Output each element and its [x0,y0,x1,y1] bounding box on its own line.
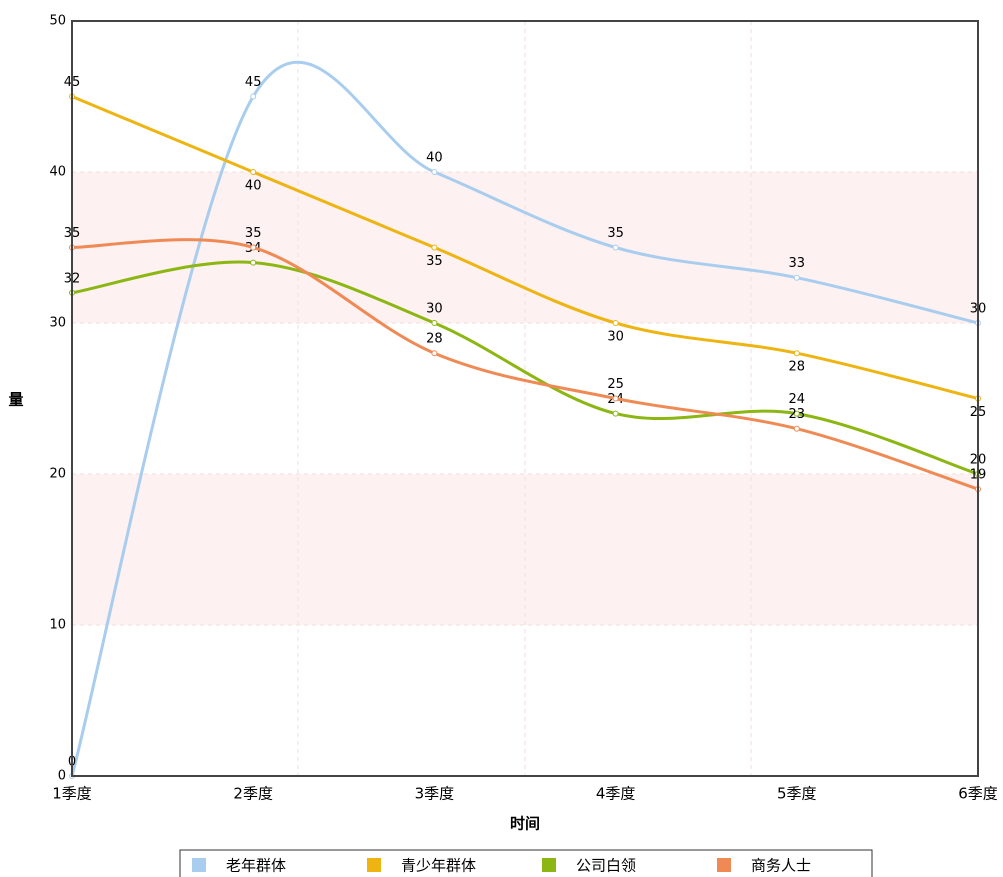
y-tick-label: 30 [49,316,66,331]
data-label: 23 [789,407,806,422]
x-tick-label: 6季度 [958,785,998,803]
y-tick-label: 10 [49,618,66,633]
legend-swatch [192,858,206,872]
x-tick-label: 4季度 [596,785,636,803]
x-tick-label: 5季度 [777,785,817,803]
plot-border [71,20,979,777]
data-point [250,93,257,100]
data-point [793,274,800,281]
data-point [612,410,619,417]
data-label: 35 [607,226,624,241]
data-point [431,244,438,251]
series-line [71,238,979,491]
data-point [793,350,800,357]
data-point [612,320,619,326]
series-line [71,260,979,476]
data-label: 45 [245,75,262,90]
y-tick-label: 50 [49,14,66,29]
legend-swatch [542,858,556,872]
data-label: 24 [789,392,806,407]
legend-box [179,849,873,877]
data-point [612,395,619,402]
legend-label: 商务人士 [751,857,811,875]
series-line [71,95,979,400]
data-point [431,320,438,326]
data-point [612,244,619,251]
legend-label: 老年群体 [226,857,286,875]
x-tick-label: 1季度 [52,785,92,803]
data-point [793,425,800,432]
data-label: 33 [789,256,806,271]
x-tick-label: 3季度 [415,785,455,803]
legend-label: 公司白领 [576,857,636,875]
y-tick-label: 0 [58,769,66,784]
series: 0454035333045403530282532343024242035352… [64,60,986,779]
data-point [250,244,257,251]
data-point [793,410,800,417]
legend-label: 青少年群体 [401,857,476,875]
y-tick-label: 40 [49,165,66,180]
legend-swatch [717,858,731,872]
data-label: 25 [607,377,624,392]
data-point [431,350,438,357]
data-label: 28 [789,360,806,375]
x-tick-label: 2季度 [233,785,273,803]
legend-swatch [367,858,381,872]
y-tick-label: 20 [49,467,66,482]
data-label: 40 [245,179,262,194]
data-point [250,169,257,175]
data-label: 35 [426,254,443,269]
x-axis-label: 时间 [510,815,540,833]
data-label: 40 [426,151,443,166]
data-point [250,259,257,266]
legend: 老年群体 青少年群体 公司白领 商务人士 [192,857,811,875]
data-label: 35 [245,226,262,241]
data-label: 28 [426,332,443,347]
data-label: 30 [607,330,624,345]
y-axis-label: 量 [8,391,23,409]
data-point [431,169,438,175]
data-label: 30 [426,302,443,317]
